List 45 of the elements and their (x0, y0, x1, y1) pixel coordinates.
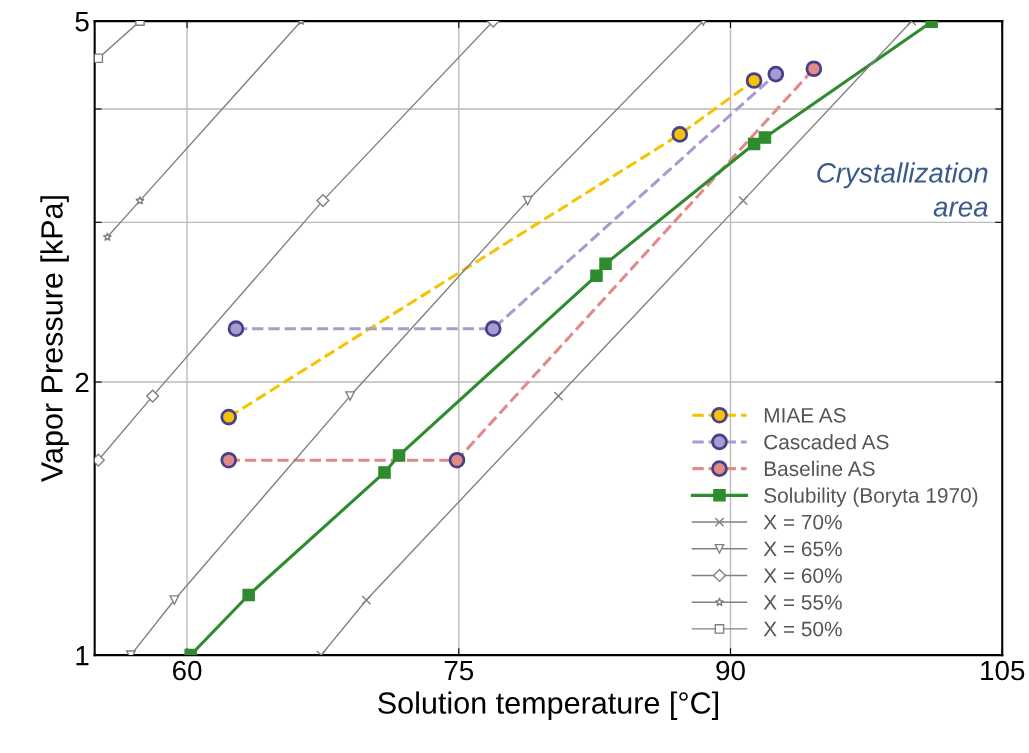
point (316, 194, 330, 208)
legend-label: X = 55% (763, 595, 842, 610)
y-axis-title: Vapor Pressure [kPa] (40, 196, 69, 483)
legend-label: MIAE AS (764, 407, 846, 423)
point (220, 451, 238, 469)
point (805, 60, 823, 78)
point (220, 408, 238, 426)
legend-label: X = 65% (763, 541, 842, 557)
point (738, 195, 749, 206)
point (671, 126, 689, 143)
y-tick-label: 1 (76, 646, 89, 666)
legend-label: Cascaded AS (764, 434, 889, 450)
point (227, 320, 245, 338)
point (392, 449, 406, 462)
y-tick-label: 5 (75, 12, 89, 32)
point (102, 232, 113, 242)
point (767, 65, 785, 83)
point (747, 137, 761, 151)
legend-label: Solubility (Boryta 1970) (764, 487, 978, 507)
point (146, 389, 160, 403)
point (484, 320, 502, 338)
point (599, 257, 612, 271)
annotation: Crystallization area (817, 162, 988, 217)
point (378, 466, 391, 479)
point (448, 451, 466, 469)
legend-label: Baseline AS (764, 460, 875, 477)
legend-label: X = 70% (763, 514, 842, 530)
point (590, 269, 603, 282)
point (553, 391, 564, 401)
point (242, 588, 255, 602)
x-axis-title: Solution temperature [°C] (378, 691, 718, 720)
x-tick-label: 60 (173, 660, 202, 681)
legend-label: X = 50% (763, 621, 842, 637)
x-tick-label: 90 (716, 660, 745, 681)
point (361, 595, 372, 605)
point (94, 53, 104, 64)
point (745, 72, 763, 89)
point (522, 195, 533, 206)
legend-label: X = 60% (763, 568, 842, 583)
point (345, 391, 355, 401)
x-tick-label: 105 (981, 660, 1025, 681)
point (758, 131, 772, 144)
x-tick-label: 75 (444, 660, 474, 681)
y-tick-label: 2 (75, 372, 89, 393)
point (169, 595, 180, 605)
